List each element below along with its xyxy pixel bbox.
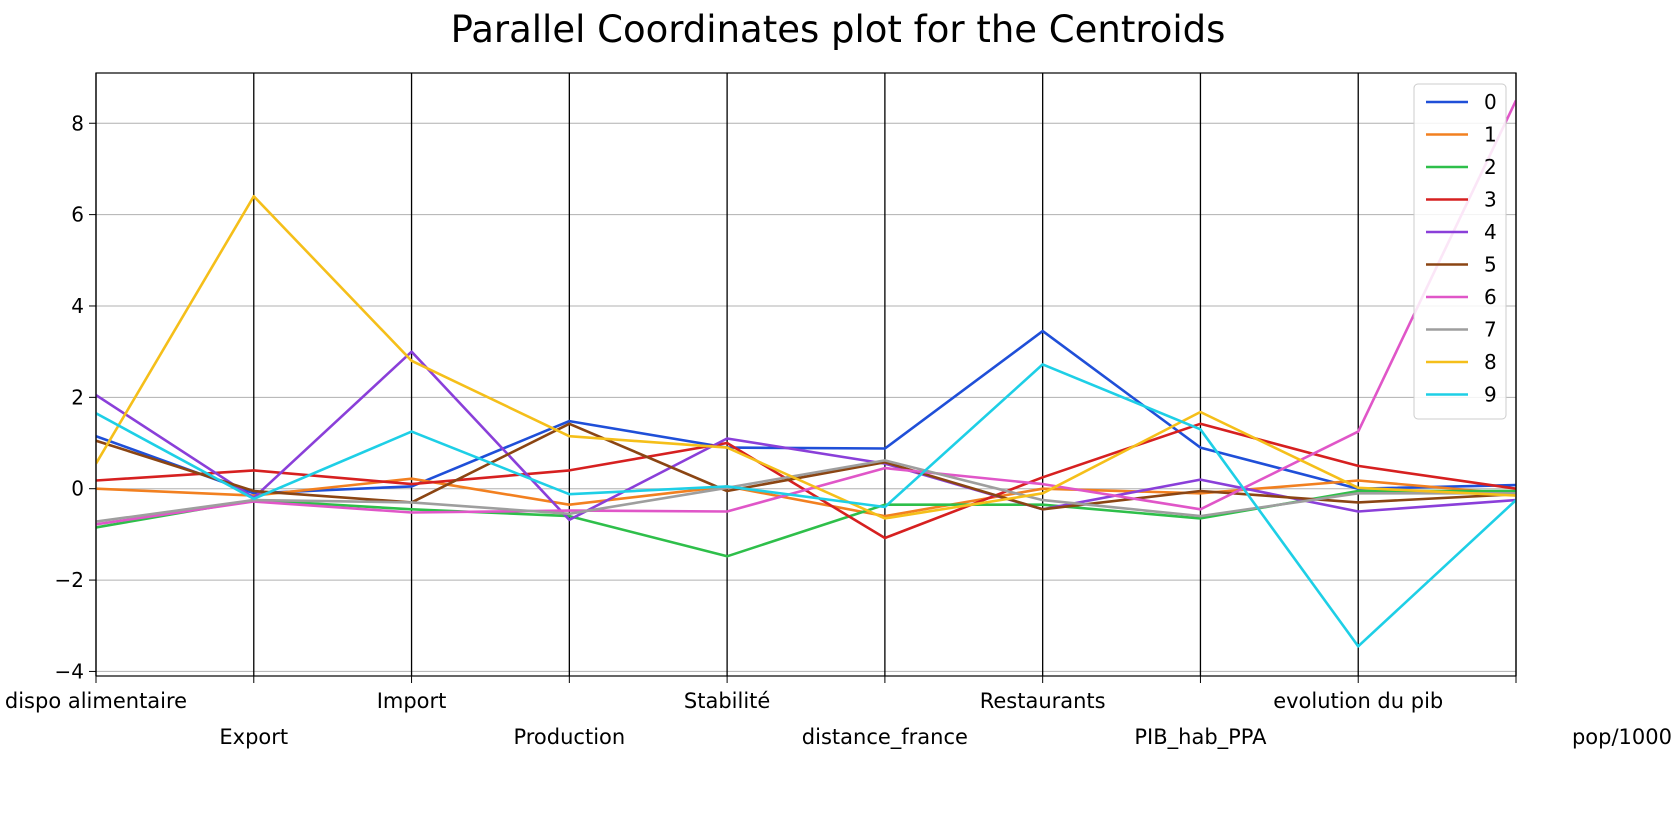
axis-label: Import <box>377 689 447 713</box>
axis-label: Stabilité <box>684 689 770 713</box>
legend-label: 1 <box>1484 123 1497 147</box>
legend-label: 9 <box>1484 383 1497 407</box>
y-tick-label: 4 <box>71 294 84 318</box>
series-line-8 <box>96 195 1516 520</box>
axis-label: Restaurants <box>980 689 1106 713</box>
series-line-7 <box>96 459 1516 523</box>
axis-label: distance_france <box>802 725 968 750</box>
axis-label: pop/1000 <box>1572 725 1672 749</box>
series-line-1 <box>96 477 1516 518</box>
legend-label: 0 <box>1484 90 1497 114</box>
series-line-3 <box>96 422 1516 540</box>
series-line-9 <box>96 363 1516 648</box>
plot-frame <box>95 72 1517 677</box>
legend-label: 7 <box>1484 318 1497 342</box>
series-line-5 <box>96 422 1516 511</box>
axis-label: Production <box>513 725 625 749</box>
axes-layer <box>95 73 1517 676</box>
y-tick-label: 8 <box>71 111 84 135</box>
series-line-0 <box>96 329 1516 495</box>
chart-title: Parallel Coordinates plot for the Centro… <box>451 8 1226 51</box>
grid-layer <box>96 122 1516 672</box>
axis-label: Export <box>219 725 288 749</box>
series-layer <box>96 99 1516 648</box>
y-tick-label: −4 <box>55 659 84 683</box>
axis-label: PIB_hab_PPA <box>1134 725 1267 750</box>
y-tick-label: 0 <box>71 477 84 501</box>
legend-label: 4 <box>1484 220 1497 244</box>
legend-label: 3 <box>1484 188 1497 212</box>
y-tick-label: 6 <box>71 203 84 227</box>
series-line-6 <box>96 99 1516 526</box>
legend-label: 8 <box>1484 350 1497 374</box>
legend-label: 2 <box>1484 155 1497 179</box>
legend-label: 6 <box>1484 285 1497 309</box>
legend-label: 5 <box>1484 253 1497 277</box>
y-tick-label: −2 <box>55 568 84 592</box>
y-axis-ticks: −4 −2 0 2 4 6 8 <box>55 111 96 683</box>
axis-labels: dispo alimentaire Export Import Production S… <box>5 676 1672 750</box>
legend: 0 1 2 3 4 5 6 7 8 9 <box>1413 83 1507 420</box>
axis-label: evolution du pib <box>1273 689 1443 713</box>
axis-label: dispo alimentaire <box>5 689 187 713</box>
y-tick-label: 2 <box>71 385 84 409</box>
